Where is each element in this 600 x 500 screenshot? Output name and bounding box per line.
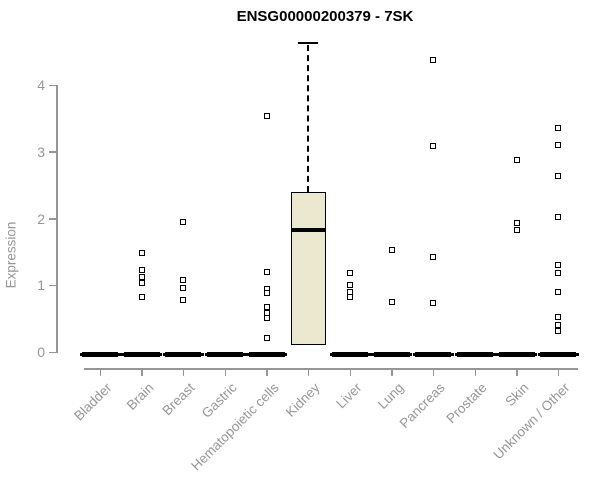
upper-whisker	[307, 44, 310, 192]
x-axis-tick-label: Bladder	[71, 380, 115, 424]
collapsed-box	[248, 351, 285, 357]
x-axis-tick	[141, 369, 143, 376]
outlier-point	[138, 294, 145, 301]
collapsed-box	[207, 351, 243, 357]
y-axis-tick	[49, 151, 56, 153]
collapsed-box	[498, 351, 535, 357]
outlier-point	[138, 250, 145, 257]
y-axis-tick	[49, 84, 56, 86]
collapsed-box	[373, 351, 410, 357]
y-axis-tick-label: 4	[37, 77, 45, 93]
outlier-point	[430, 142, 437, 149]
x-axis-tick-label: Unknown / Other	[490, 380, 573, 463]
y-axis-tick-label: 1	[37, 277, 45, 294]
upper-whisker-cap	[298, 41, 319, 45]
outlier-point	[180, 276, 187, 283]
outlier-point	[555, 270, 562, 277]
outlier-point	[430, 57, 437, 64]
x-axis-tick	[557, 369, 560, 376]
x-axis-tick	[266, 369, 268, 376]
outlier-point	[555, 328, 562, 335]
y-axis-tick	[49, 218, 56, 220]
x-axis-tick	[474, 369, 477, 376]
y-axis-tick-label: 2	[37, 210, 45, 227]
outlier-point	[513, 226, 520, 233]
collapsed-box	[415, 351, 452, 357]
y-axis-line	[56, 85, 58, 353]
outlier-point	[263, 289, 270, 296]
x-axis-tick-label: Pancreas	[397, 380, 448, 431]
x-axis-tick-label: Kidney	[283, 380, 323, 420]
collapsed-box	[457, 351, 494, 357]
outlier-point	[347, 294, 354, 301]
y-axis-tick	[49, 284, 56, 287]
x-axis-tick-label: Breast	[159, 380, 198, 419]
collapsed-box	[123, 351, 160, 357]
outlier-point	[555, 262, 562, 269]
y-axis-tick	[49, 351, 56, 353]
collapsed-box	[82, 351, 118, 357]
y-axis-tick-label: 0	[37, 344, 45, 360]
outlier-point	[180, 218, 187, 225]
outlier-point	[138, 266, 145, 273]
outlier-point	[263, 314, 270, 321]
x-axis-tick	[224, 369, 226, 376]
x-axis-tick	[432, 369, 435, 376]
outlier-point	[430, 254, 437, 261]
outlier-point	[138, 274, 145, 281]
outlier-point	[388, 246, 395, 253]
outlier-point	[263, 268, 270, 275]
outlier-point	[555, 314, 562, 321]
x-axis-tick	[307, 369, 310, 376]
outlier-point	[388, 298, 395, 305]
y-axis-tick-label: 3	[37, 143, 45, 160]
outlier-point	[263, 334, 270, 341]
x-axis-tick	[182, 369, 185, 376]
x-axis-tick-label: Brain	[123, 380, 157, 413]
x-axis-tick-label: Gastric	[198, 380, 240, 421]
outlier-point	[347, 270, 354, 277]
box	[290, 191, 326, 346]
outlier-point	[180, 296, 187, 303]
median-line	[290, 227, 326, 233]
outlier-point	[555, 288, 562, 295]
outlier-point	[513, 156, 520, 163]
outlier-point	[430, 300, 437, 307]
outlier-point	[347, 282, 354, 289]
outlier-point	[180, 284, 187, 291]
chart-title: ENSG00000200379 - 7SK	[236, 8, 414, 25]
collapsed-box	[540, 351, 577, 357]
x-axis-tick	[349, 369, 352, 376]
outlier-point	[263, 112, 270, 119]
x-axis-tick-label: Lung	[374, 380, 407, 412]
outlier-point	[555, 124, 562, 131]
x-axis-tick-label: Prostate	[443, 380, 490, 427]
outlier-point	[555, 172, 562, 179]
x-axis-tick-label: Skin	[502, 380, 532, 410]
x-axis-tick	[391, 369, 393, 376]
x-axis-tick-label: Liver	[333, 380, 365, 412]
x-axis-tick	[99, 369, 101, 376]
x-axis-line	[84, 368, 578, 370]
outlier-point	[555, 322, 562, 329]
collapsed-box	[165, 351, 202, 357]
outlier-point	[555, 142, 562, 149]
outlier-point	[138, 280, 145, 287]
collapsed-box	[332, 351, 369, 357]
x-axis-tick	[516, 369, 518, 376]
outlier-point	[513, 220, 520, 227]
outlier-point	[555, 214, 562, 221]
